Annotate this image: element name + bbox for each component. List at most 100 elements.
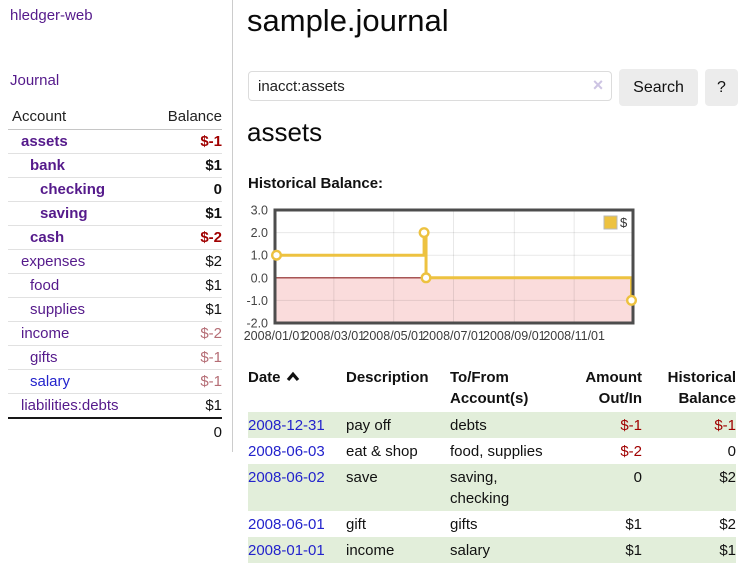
svg-text:2008/11/01: 2008/11/01: [543, 329, 605, 343]
transaction-row: 2008-06-01 gift gifts $1 $2: [248, 511, 736, 537]
account-balance: $-1: [200, 349, 222, 366]
date-header-label: Date: [248, 369, 281, 386]
search-button[interactable]: Search: [619, 69, 698, 106]
transaction-description: income: [346, 542, 395, 559]
transaction-date-link[interactable]: 2008-12-31: [248, 417, 325, 434]
transaction-description: save: [346, 469, 378, 486]
transaction-balance: $1: [719, 542, 736, 559]
column-header-tofrom: To/From Account(s): [450, 369, 529, 407]
sidebar-account-gifts[interactable]: gifts: [30, 349, 58, 366]
transaction-row: 2008-01-01 income salary $1 $1: [248, 537, 736, 563]
page-title: sample.journal: [247, 3, 449, 38]
svg-text:2.0: 2.0: [251, 226, 268, 240]
svg-text:2008/03/01: 2008/03/01: [303, 329, 366, 343]
account-row: saving $1: [8, 202, 222, 226]
account-balance: $-2: [200, 325, 222, 342]
transaction-balance: $2: [719, 469, 736, 486]
account-balance: $-1: [200, 373, 222, 390]
transaction-row: 2008-12-31 pay off debts $-1 $-1: [248, 412, 736, 438]
transaction-amount: $1: [625, 516, 642, 533]
column-header-balance: Historical Balance: [667, 369, 736, 407]
account-balance: $1: [205, 205, 222, 222]
sidebar-account-supplies[interactable]: supplies: [30, 301, 86, 318]
accounts-total-row: 0: [8, 417, 222, 445]
svg-text:3.0: 3.0: [251, 204, 268, 218]
transaction-accounts: salary: [450, 542, 491, 559]
sidebar-account-food[interactable]: food: [30, 277, 60, 294]
sidebar-account-saving[interactable]: saving: [40, 205, 88, 222]
transaction-balance: $2: [719, 516, 736, 533]
account-balance: $1: [205, 397, 222, 414]
transaction-amount: $1: [625, 542, 642, 559]
chart-title: Historical Balance:: [248, 175, 384, 192]
register-table: Date Description To/From Account(s) Amoun…: [248, 365, 736, 563]
svg-text:2008/07/01: 2008/07/01: [422, 329, 485, 343]
account-row: income $-2: [8, 322, 222, 346]
transaction-description: gift: [346, 516, 367, 533]
account-column-header: Account: [12, 107, 67, 125]
account-balance: $2: [205, 253, 222, 270]
transaction-accounts: debts: [450, 417, 487, 434]
transaction-balance: $-1: [714, 417, 736, 434]
account-balance: $-2: [200, 229, 222, 246]
sidebar-account-income[interactable]: income: [21, 325, 70, 342]
transaction-amount: $-2: [620, 443, 642, 460]
account-row: liabilities:debts $1: [8, 394, 222, 417]
svg-text:-2.0: -2.0: [246, 317, 268, 331]
help-button[interactable]: ?: [705, 69, 738, 106]
account-row: food $1: [8, 274, 222, 298]
svg-text:1.0: 1.0: [251, 249, 268, 263]
svg-text:2008/01/01: 2008/01/01: [244, 329, 307, 343]
sidebar-account-cash[interactable]: cash: [30, 229, 65, 246]
sidebar-account-expenses[interactable]: expenses: [21, 253, 86, 270]
clear-search-icon[interactable]: ×: [592, 75, 604, 95]
search-input[interactable]: [248, 71, 612, 101]
sidebar-account-assets[interactable]: assets: [21, 133, 68, 150]
account-heading: assets: [247, 117, 323, 147]
transaction-date-link[interactable]: 2008-01-01: [248, 542, 325, 559]
account-balance: $1: [205, 277, 222, 294]
account-row: assets $-1: [8, 130, 222, 154]
balance-column-header: Balance: [167, 107, 222, 125]
transaction-accounts: food, supplies: [450, 443, 543, 460]
column-header-amount: Amount Out/In: [585, 369, 642, 407]
transaction-row: 2008-06-02 save saving, checking 0 $2: [248, 464, 736, 511]
account-row: salary $-1: [8, 370, 222, 394]
sidebar-divider: [232, 0, 233, 452]
sidebar-account-checking[interactable]: checking: [40, 181, 106, 198]
transaction-accounts: saving, checking: [450, 469, 510, 507]
sidebar-item-journal[interactable]: Journal: [10, 72, 60, 89]
svg-text:$: $: [620, 215, 628, 230]
account-balance: 0: [213, 181, 222, 198]
historical-balance-chart: 3.0 2.0 1.0 0.0 -1.0 -2.02008/01/012008/03/01…: [244, 204, 638, 343]
date-header-label2: [248, 388, 346, 409]
sidebar-accounts-table: Account Balance assets $-1 bank $1 checkin…: [8, 103, 222, 445]
column-header-description: Description: [346, 369, 429, 386]
transaction-balance: 0: [727, 443, 736, 460]
account-balance: $-1: [200, 133, 222, 150]
column-header-date[interactable]: Date: [248, 365, 346, 412]
transaction-description: pay off: [346, 417, 391, 434]
transaction-amount: 0: [633, 469, 642, 486]
account-row: checking 0: [8, 178, 222, 202]
account-row: gifts $-1: [8, 346, 222, 370]
svg-text:2008/05/01: 2008/05/01: [362, 329, 425, 343]
sidebar-account-liabilities-debts[interactable]: liabilities:debts: [21, 397, 119, 414]
transaction-accounts: gifts: [450, 516, 478, 533]
sidebar-account-bank[interactable]: bank: [30, 157, 66, 174]
accounts-table-header: Account Balance: [8, 103, 222, 130]
svg-text:2008/09/01: 2008/09/01: [483, 329, 546, 343]
register-header-row: Date Description To/From Account(s) Amoun…: [248, 365, 736, 412]
transaction-date-link[interactable]: 2008-06-01: [248, 516, 325, 533]
account-row: bank $1: [8, 154, 222, 178]
transaction-row: 2008-06-03 eat & shop food, supplies $-2…: [248, 438, 736, 464]
sidebar-account-salary[interactable]: salary: [30, 373, 71, 390]
svg-text:-1.0: -1.0: [246, 294, 268, 308]
transaction-date-link[interactable]: 2008-06-02: [248, 469, 325, 486]
transaction-date-link[interactable]: 2008-06-03: [248, 443, 325, 460]
svg-text:0.0: 0.0: [251, 271, 268, 285]
account-balance: $1: [205, 301, 222, 318]
transaction-description: eat & shop: [346, 443, 418, 460]
account-row: expenses $2: [8, 250, 222, 274]
brand-link[interactable]: hledger-web: [10, 7, 93, 24]
